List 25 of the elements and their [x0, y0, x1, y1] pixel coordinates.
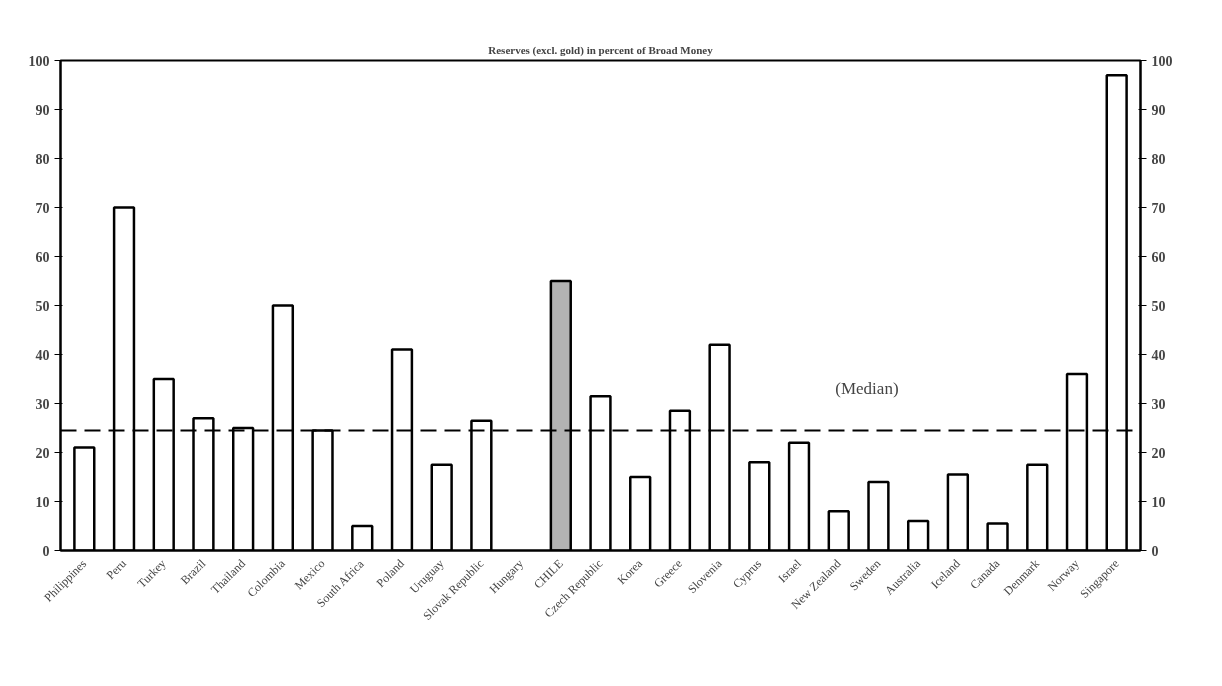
- y2-tick-label: 0: [1151, 543, 1159, 559]
- y-tick-label: 40: [35, 347, 50, 363]
- y2-tick-label: 70: [1151, 200, 1166, 216]
- y2-tick-label: 10: [1151, 494, 1166, 510]
- ref-line-label: (Median): [835, 379, 899, 399]
- x-tick-label: Peru: [103, 556, 129, 582]
- y2-tick-label: 90: [1151, 102, 1166, 118]
- y2-tick-label: 100: [1151, 53, 1173, 69]
- y2-tick-label: 50: [1151, 298, 1166, 314]
- y-tick-label: 60: [35, 249, 50, 265]
- y-tick-label: 30: [35, 396, 50, 412]
- y-tick-label: 50: [35, 298, 50, 314]
- y2-tick-label: 20: [1151, 445, 1166, 461]
- y-tick-label: 90: [35, 102, 50, 118]
- y2-tick-label: 60: [1151, 249, 1166, 265]
- y2-tick-label: 40: [1151, 347, 1166, 363]
- y-tick-label: 20: [35, 445, 50, 461]
- y2-tick-label: 30: [1151, 396, 1166, 412]
- y-tick-label: 10: [35, 494, 50, 510]
- y-tick-label: 70: [35, 200, 50, 216]
- y2-tick-label: 80: [1151, 151, 1166, 167]
- y-tick-label: 80: [35, 151, 50, 167]
- chart-title: Reserves (excl. gold) in percent of Broad Money: [488, 43, 714, 57]
- y-tick-label: 0: [42, 543, 50, 559]
- y-tick-label: 100: [28, 53, 50, 69]
